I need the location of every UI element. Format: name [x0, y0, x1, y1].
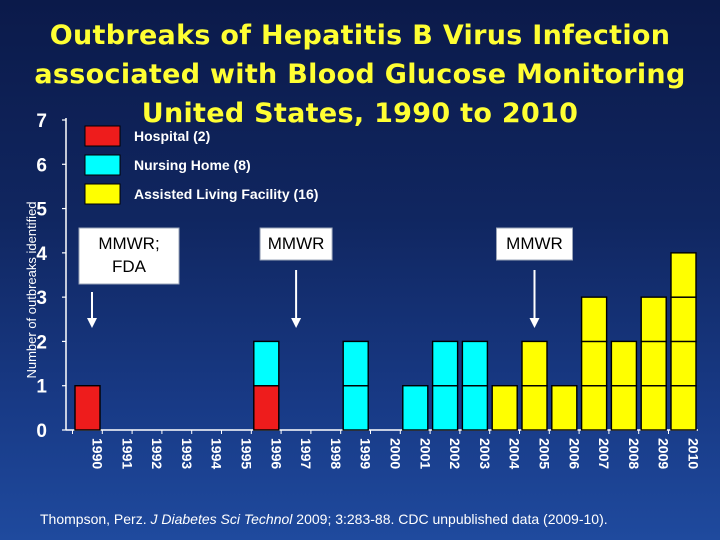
x-tick-label: 2002 — [447, 438, 463, 469]
bar-unit — [551, 385, 578, 431]
x-tick-label: 1993 — [179, 438, 195, 469]
annotation-arrow-head — [291, 318, 302, 328]
x-tick-label: 2010 — [686, 438, 702, 469]
x-tick-label: 1992 — [149, 438, 165, 469]
y-tick-label: 3 — [36, 288, 47, 309]
bar-unit — [640, 385, 667, 431]
bar-unit — [580, 340, 608, 387]
x-tick-label: 1994 — [209, 438, 225, 469]
bar-unit — [402, 385, 429, 431]
citation-details: 2009; 3:283-88. CDC unpublished data (20… — [292, 511, 608, 527]
y-tick-label: 0 — [36, 421, 47, 442]
bar-unit — [610, 385, 638, 431]
bar-unit — [670, 340, 697, 387]
x-tick-label: 2007 — [596, 438, 612, 469]
bar-unit — [640, 340, 667, 387]
x-tick-label: 1999 — [358, 438, 374, 469]
y-axis-title: Number of outbreaks identified — [24, 201, 39, 378]
legend-swatch — [84, 154, 121, 176]
x-tick-label: 1998 — [328, 438, 344, 469]
bar-unit — [342, 385, 369, 431]
title-line-1: Outbreaks of Hepatitis B Virus Infection — [49, 20, 671, 51]
y-tick-label: 5 — [36, 200, 47, 221]
bar-unit — [670, 296, 697, 343]
bar-unit — [431, 340, 459, 387]
x-tick-label: 2008 — [626, 438, 642, 469]
annotation-box — [259, 227, 333, 261]
title-line-3: United States, 1990 to 2010 — [141, 98, 579, 129]
bar-unit — [342, 340, 369, 387]
annotation-box — [496, 227, 573, 261]
legend-label: Hospital (2) — [134, 128, 210, 144]
x-tick-label: 2006 — [566, 438, 582, 469]
bar-unit — [580, 296, 608, 343]
y-tick-label: 2 — [36, 332, 47, 353]
bar-unit — [253, 340, 280, 387]
annotation-text: FDA — [112, 257, 147, 276]
annotation-box — [78, 227, 180, 285]
annotation-text: MMWR; — [98, 234, 159, 253]
x-tick-label: 2009 — [656, 438, 672, 469]
citation: Thompson, Perz. J Diabetes Sci Technol 2… — [40, 511, 720, 527]
bar-unit — [670, 385, 697, 431]
x-tick-label: 2001 — [417, 438, 433, 469]
x-tick-label: 1990 — [90, 438, 106, 469]
bar-unit — [253, 385, 280, 431]
annotation-arrow-head — [529, 318, 540, 328]
bar-unit — [640, 296, 667, 343]
annotation-arrow-head — [87, 318, 97, 328]
x-tick-label: 2005 — [537, 438, 553, 469]
x-tick-label: 1996 — [268, 438, 284, 469]
legend-label: Nursing Home (8) — [134, 157, 251, 173]
y-tick-label: 6 — [36, 155, 47, 176]
legend-label: Assisted Living Facility (16) — [134, 186, 318, 202]
bar-unit — [521, 385, 548, 431]
bar-unit — [610, 340, 638, 387]
x-tick-label: 1991 — [119, 438, 135, 469]
x-tick-label: 1997 — [298, 438, 314, 469]
annotation-text: MMWR — [506, 234, 563, 253]
x-tick-label: 2003 — [477, 438, 493, 469]
title-line-2: associated with Blood Glucose Monitoring — [34, 59, 686, 90]
bar-unit — [491, 385, 518, 431]
annotation-text: MMWR — [268, 234, 325, 253]
x-tick-label: 1995 — [239, 438, 255, 469]
bar-unit — [74, 385, 101, 431]
bar-unit — [670, 252, 697, 298]
y-tick-label: 1 — [36, 377, 47, 398]
legend-swatch — [84, 125, 121, 147]
bar-unit — [431, 385, 459, 431]
x-tick-label: 2004 — [507, 438, 523, 469]
citation-journal: J Diabetes Sci Technol — [150, 511, 293, 527]
bar-unit — [521, 340, 548, 387]
slide-title: Outbreaks of Hepatitis B Virus Infection… — [0, 16, 720, 133]
bar-unit — [580, 385, 608, 431]
x-tick-label: 2000 — [388, 438, 404, 469]
y-tick-label: 4 — [36, 244, 47, 265]
bar-unit — [461, 340, 489, 387]
citation-authors: Thompson, Perz. — [40, 511, 151, 527]
bar-unit — [461, 385, 489, 431]
legend-swatch — [84, 183, 121, 205]
y-tick-label: 7 — [36, 111, 47, 132]
